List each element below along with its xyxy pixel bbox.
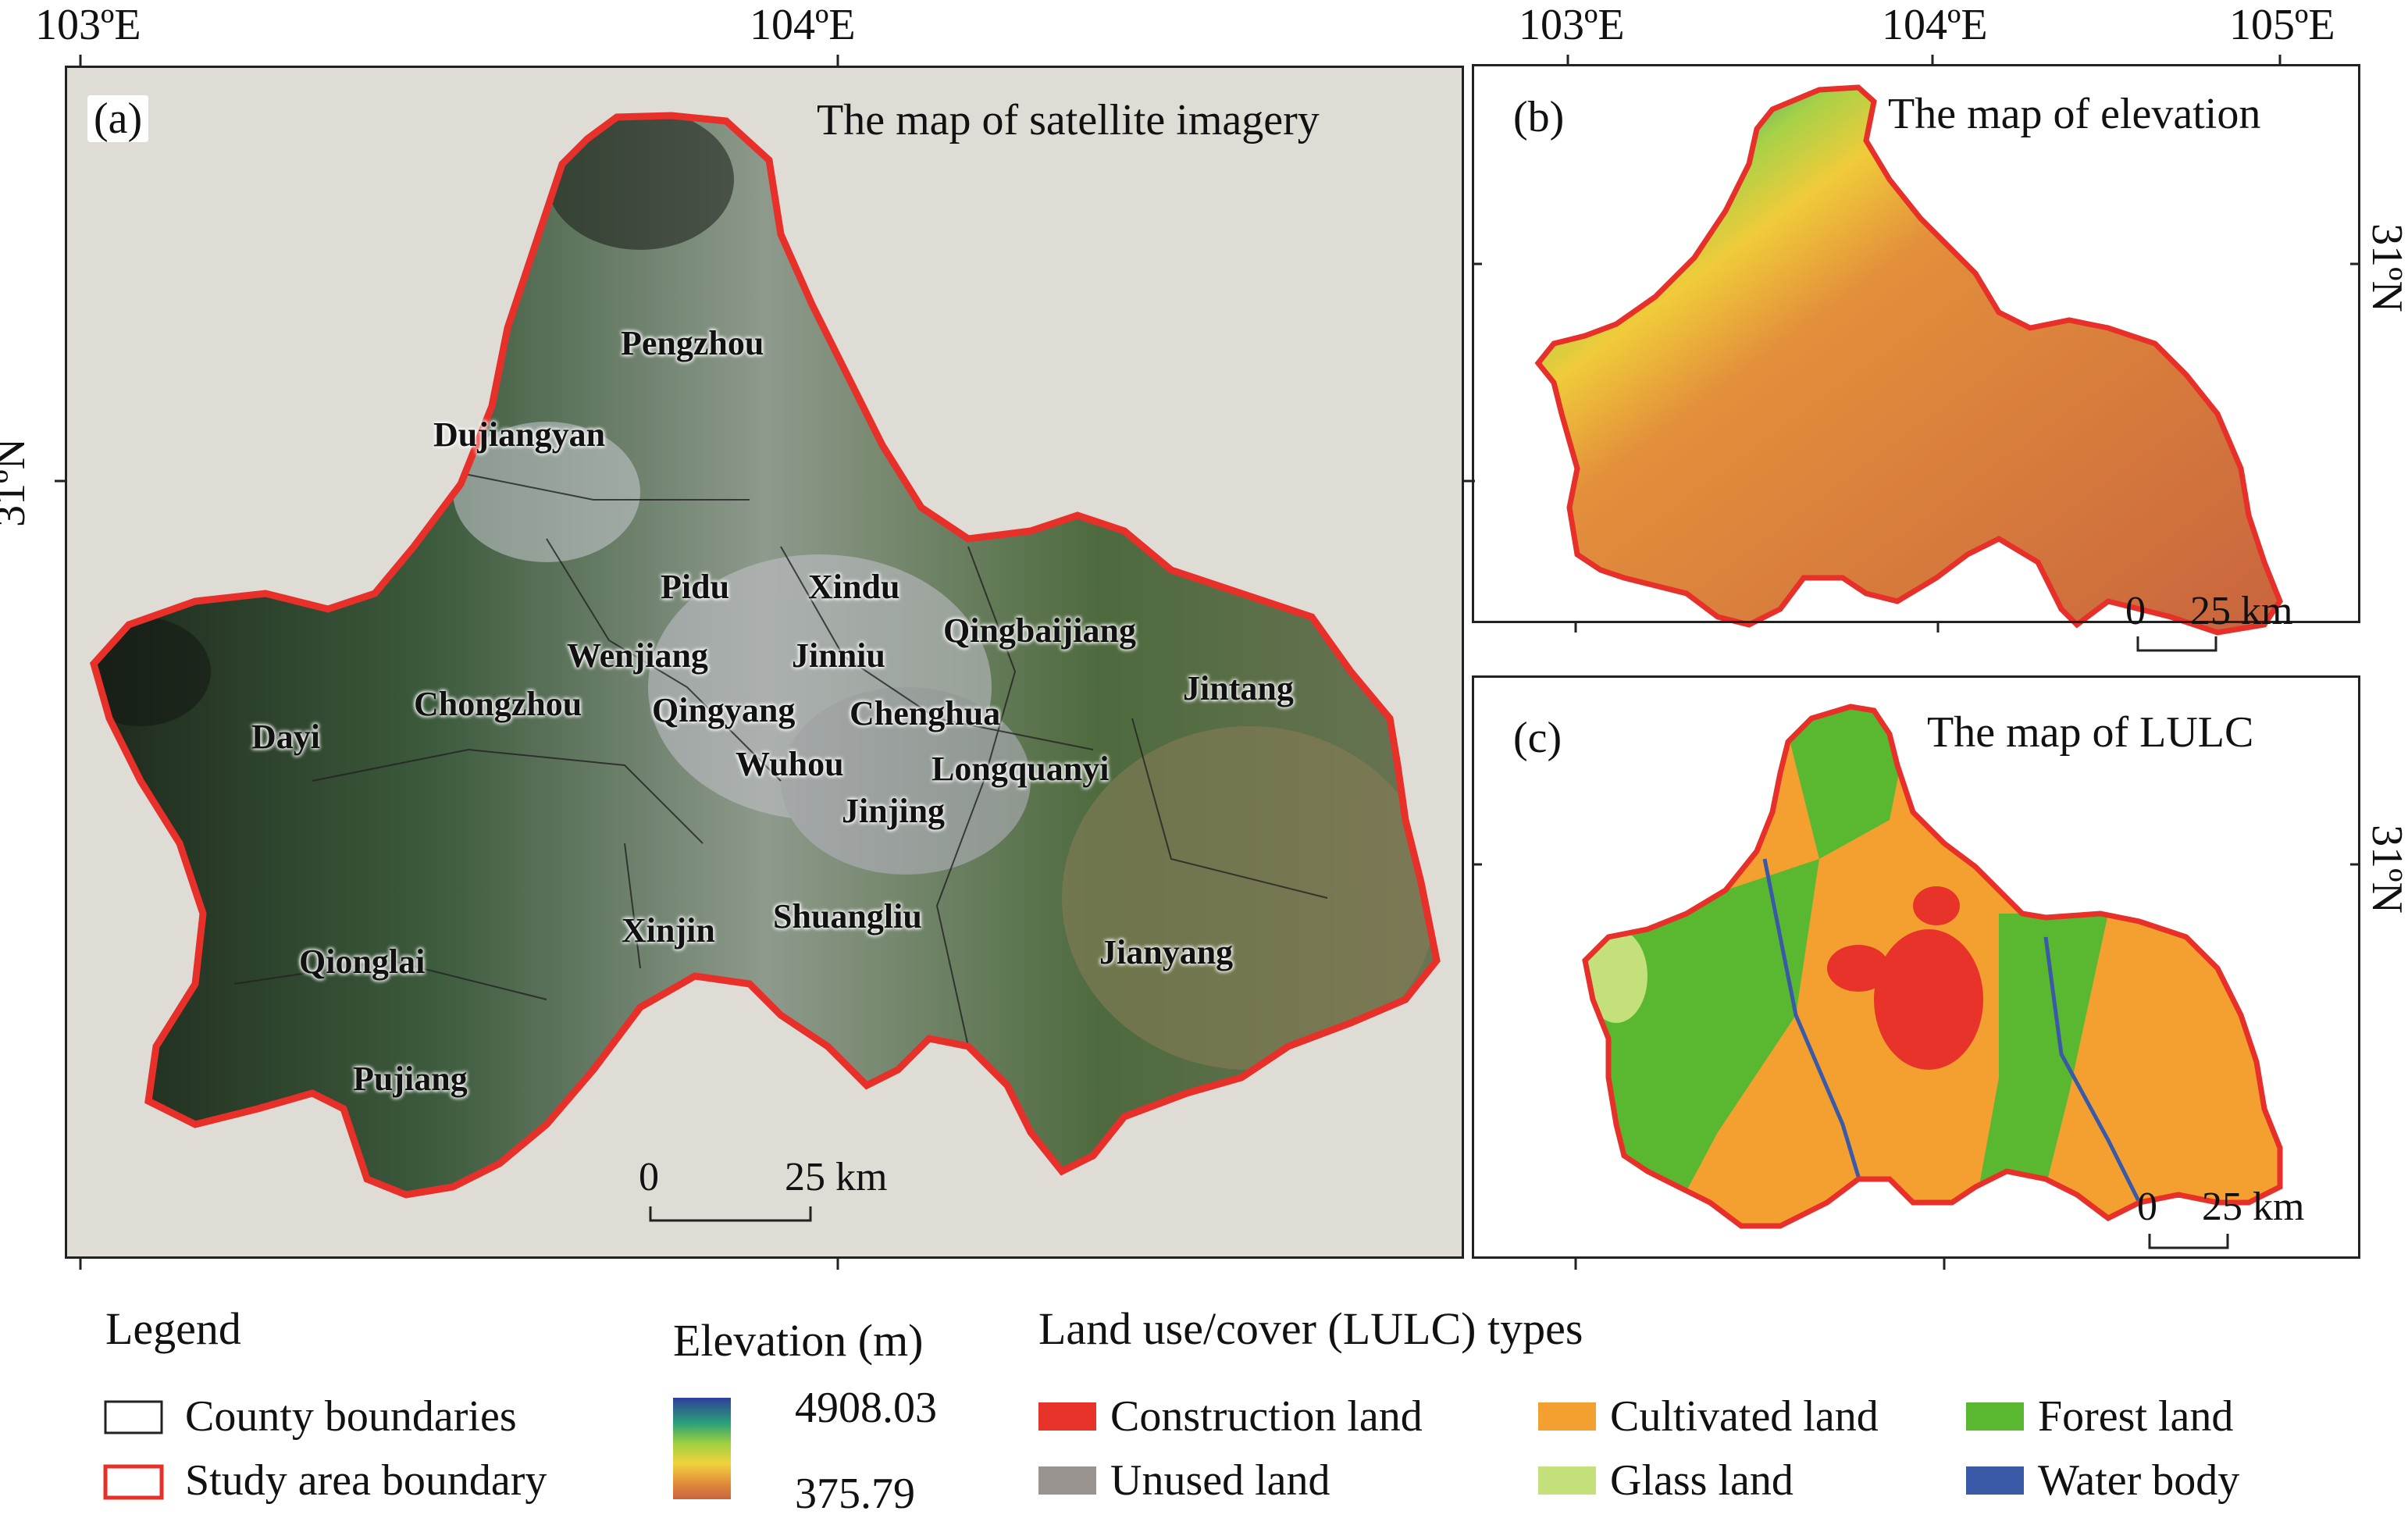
panel-c-frame (1472, 675, 2360, 1259)
county-label: Chenghua (850, 694, 1001, 732)
lulc-swatch-unused (1038, 1466, 1096, 1495)
lat-label-a: 31ºN (0, 438, 34, 527)
scale-dist-c: 25 km (2202, 1185, 2305, 1229)
legend-title: Legend (105, 1303, 241, 1354)
lulc-swatch-cultivated (1538, 1402, 1596, 1431)
county-label: Jinjing (842, 792, 946, 830)
legend-county-boundaries: County boundaries (185, 1392, 517, 1441)
study-area-swatch (103, 1464, 164, 1500)
county-label: Qionglai (299, 943, 426, 981)
legend-study-area-boundary: Study area boundary (185, 1456, 547, 1505)
lulc-swatch-glass (1538, 1466, 1596, 1495)
elevation-title: Elevation (m) (673, 1315, 924, 1366)
scale-dist-b: 25 km (2190, 589, 2293, 633)
county-label: Jianyang (1099, 933, 1234, 971)
panel-c-label: (c) (1507, 714, 1569, 761)
lulc-swatch-forest (1966, 1402, 2024, 1431)
panel-a-title: The map of satellite imagery (817, 96, 1320, 144)
scale-dist-a: 25 km (785, 1155, 888, 1199)
county-label: Pengzhou (621, 324, 764, 362)
scale-bars (649, 636, 2229, 1249)
lon-label-103-b: 103ºE (1519, 1, 1625, 49)
county-label: Shuangliu (773, 897, 922, 935)
county-boundary-swatch (104, 1400, 163, 1434)
lon-label-104-b: 104ºE (1882, 1, 1988, 49)
panel-b-label: (b) (1507, 94, 1571, 141)
panel-c-title: The map of LULC (1927, 708, 2254, 757)
lulc-region (1577, 703, 2280, 1249)
county-boundaries-a (233, 468, 1328, 1047)
lulc-label-water: Water body (2038, 1456, 2240, 1505)
county-label: Chongzhou (414, 685, 582, 723)
lulc-label-construction: Construction land (1110, 1392, 1423, 1441)
scale-zero-c: 0 (2137, 1185, 2157, 1229)
lulc-label-glass: Glass land (1610, 1456, 1794, 1505)
county-label: Wuhou (736, 745, 844, 783)
elevation-gradient-bar (673, 1398, 731, 1499)
county-label: Jinniu (792, 636, 885, 675)
county-label: Jintang (1183, 669, 1294, 707)
elevation-min: 375.79 (795, 1470, 915, 1518)
county-label: Dujiangyan (433, 415, 606, 454)
lulc-swatch-construction (1038, 1402, 1096, 1431)
county-label: Dayi (251, 718, 320, 756)
county-label: Qingyang (652, 691, 796, 729)
county-label: Longquanyi (931, 750, 1110, 788)
scale-zero-a: 0 (639, 1155, 659, 1199)
lulc-label-forest: Forest land (2038, 1392, 2234, 1441)
county-label: Xinjin (622, 911, 715, 950)
panel-b-title: The map of elevation (1888, 90, 2261, 138)
lat-label-b: 31ºN (2362, 223, 2408, 312)
lon-label-103-a: 103ºE (35, 1, 141, 49)
county-label: Xindu (808, 568, 900, 606)
county-label: Qingbaijiang (943, 611, 1136, 650)
panel-b-frame (1472, 64, 2360, 623)
lon-label-105-b: 105ºE (2229, 1, 2335, 49)
county-label: Pujiang (353, 1060, 468, 1098)
lat-label-c: 31ºN (2362, 825, 2408, 914)
county-label: Wenjiang (567, 636, 708, 675)
lulc-title: Land use/cover (LULC) types (1038, 1303, 1583, 1354)
lulc-label-cultivated: Cultivated land (1610, 1392, 1879, 1441)
scale-zero-b: 0 (2125, 589, 2146, 633)
panel-a-label: (a) (87, 95, 149, 142)
elevation-max: 4908.03 (795, 1384, 937, 1432)
county-label: Pidu (661, 568, 730, 606)
lulc-swatch-water (1966, 1466, 2024, 1495)
panel-a-frame (65, 66, 1464, 1259)
lulc-label-unused: Unused land (1110, 1456, 1330, 1505)
lon-label-104-a: 104ºE (750, 1, 856, 49)
